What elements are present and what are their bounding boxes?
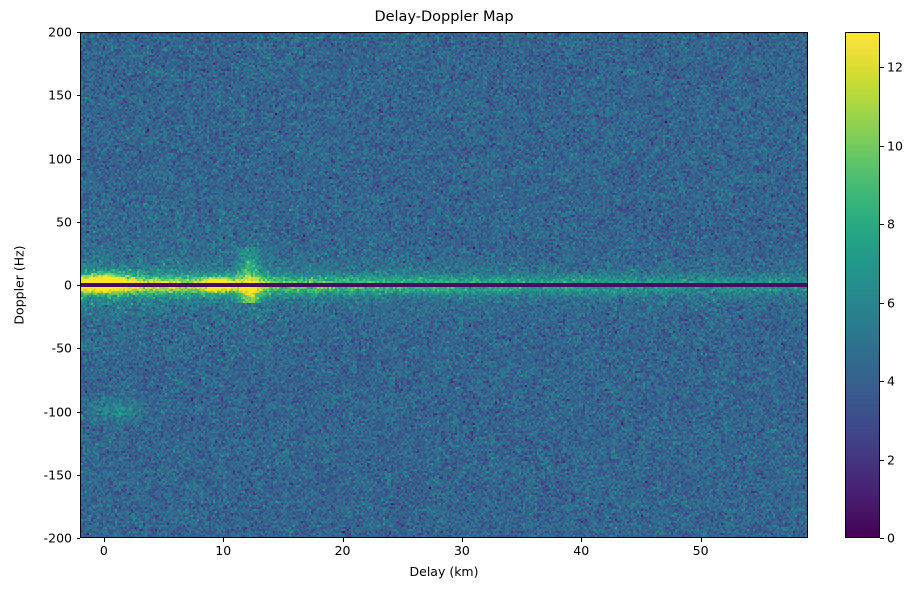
colorbar-tick-label: 0 xyxy=(887,530,895,546)
page-title: Delay-Doppler Map xyxy=(374,9,514,25)
x-tick-label: 0 xyxy=(99,543,108,558)
y-tick-mark xyxy=(76,285,80,286)
x-tick-label: 30 xyxy=(453,543,470,558)
y-tick-label: -100 xyxy=(43,404,72,419)
y-tick-label: -50 xyxy=(51,340,72,356)
x-tick-mark xyxy=(461,538,463,542)
x-tick-label: 10 xyxy=(215,543,232,558)
colorbar[interactable] xyxy=(845,32,880,538)
y-tick-mark xyxy=(76,348,80,350)
colorbar-tick-mark xyxy=(880,67,884,69)
x-tick-label: 40 xyxy=(573,543,590,558)
delay-doppler-heatmap-axes[interactable] xyxy=(80,32,808,538)
x-tick-mark xyxy=(700,538,702,542)
y-tick-mark xyxy=(76,411,80,413)
y-tick-mark xyxy=(76,158,80,160)
colorbar-tick-label: 6 xyxy=(887,295,895,311)
y-tick-mark xyxy=(76,221,80,223)
y-tick-label: 0 xyxy=(64,277,72,293)
y-tick-label: 100 xyxy=(48,151,72,166)
colorbar-tick-label: 10 xyxy=(887,138,903,154)
colorbar-tick-mark xyxy=(880,381,884,383)
y-tick-label: -200 xyxy=(43,530,72,546)
y-tick-mark xyxy=(76,32,80,33)
y-tick-label: -150 xyxy=(43,467,72,483)
y-axis-label: Doppler (Hz) xyxy=(11,245,27,325)
x-tick-mark xyxy=(342,538,344,542)
x-axis-label: Delay (km) xyxy=(409,564,479,579)
colorbar-tick-label: 12 xyxy=(887,59,903,75)
x-tick-mark xyxy=(223,538,225,542)
colorbar-tick-label: 8 xyxy=(887,216,895,232)
y-tick-label: 150 xyxy=(48,87,72,103)
colorbar-tick-mark xyxy=(880,145,884,147)
x-tick-label: 50 xyxy=(692,543,709,558)
colorbar-tick-mark xyxy=(880,224,884,226)
colorbar-gradient xyxy=(846,33,879,537)
colorbar-tick-label: 4 xyxy=(887,373,895,389)
colorbar-tick-mark xyxy=(880,302,884,304)
x-tick-mark xyxy=(103,538,105,542)
colorbar-tick-label: 2 xyxy=(887,452,895,468)
x-tick-label: 20 xyxy=(334,543,351,558)
y-tick-mark xyxy=(76,538,80,539)
y-tick-mark xyxy=(76,95,80,97)
colorbar-tick-mark xyxy=(880,538,884,539)
y-tick-mark xyxy=(76,474,80,476)
y-tick-label: 200 xyxy=(48,24,72,40)
colorbar-tick-mark xyxy=(880,459,884,461)
heatmap-image xyxy=(81,33,807,537)
x-tick-mark xyxy=(581,538,583,542)
y-tick-label: 50 xyxy=(56,214,72,230)
